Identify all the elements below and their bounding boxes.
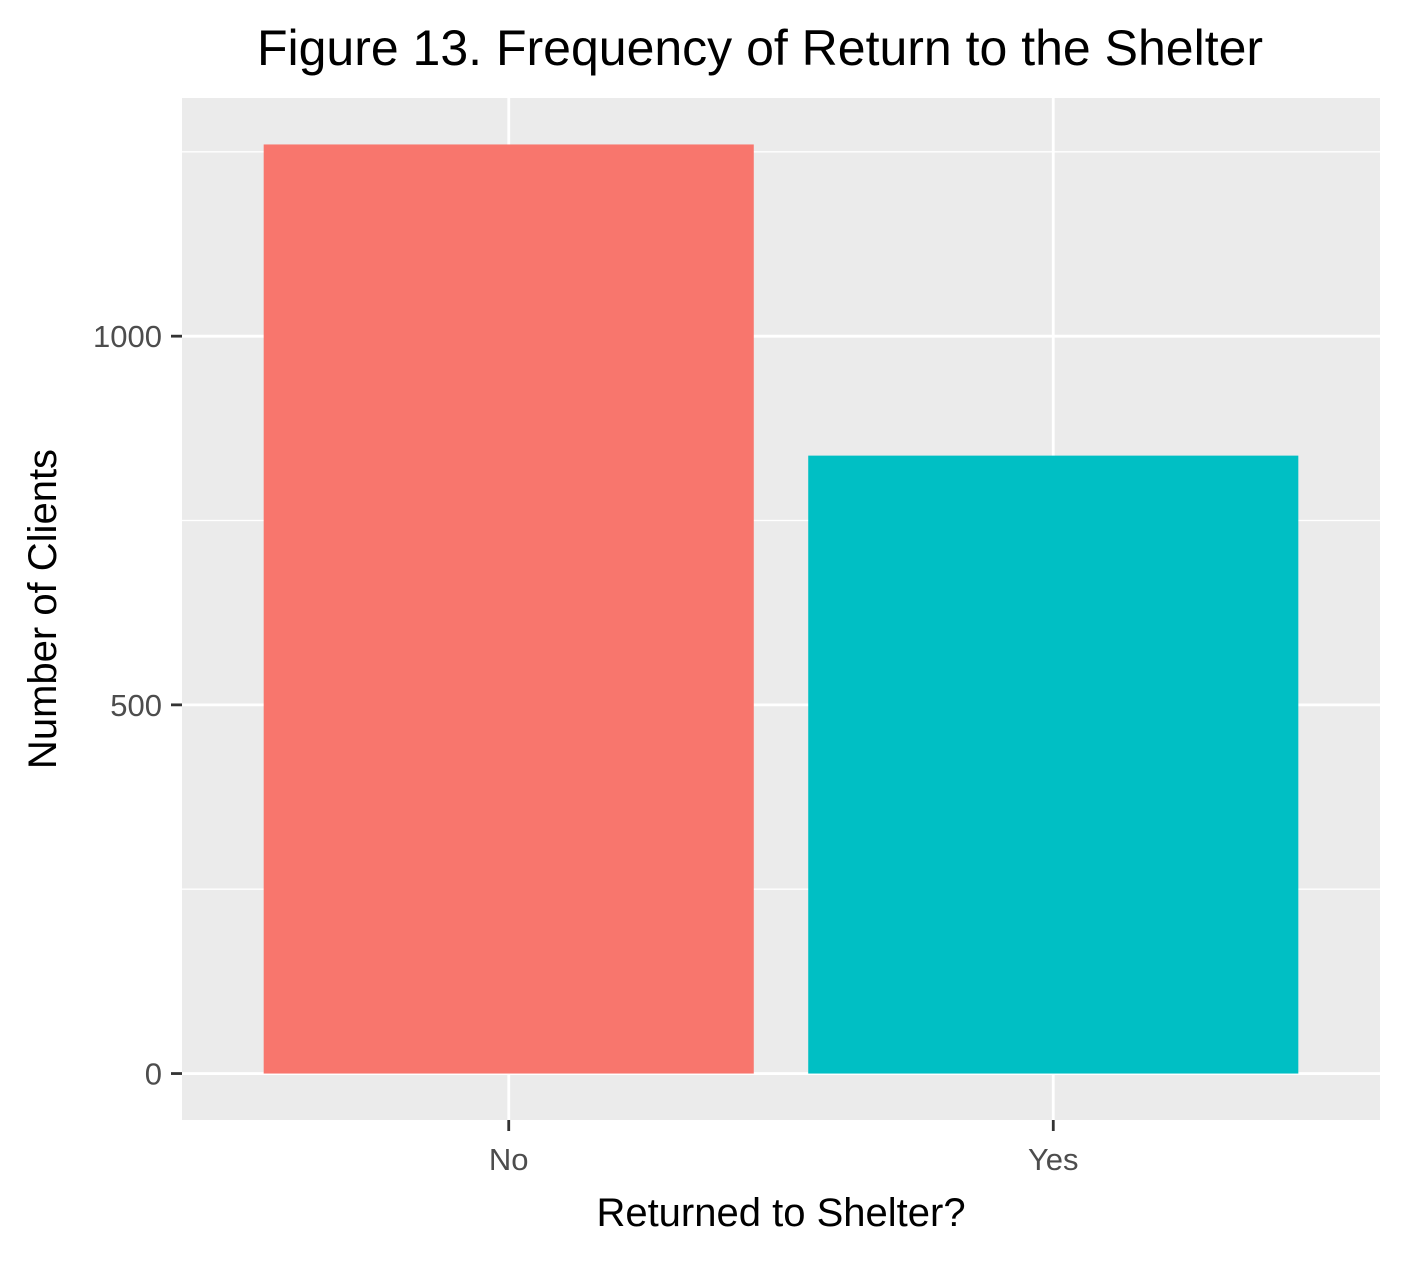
bars-group xyxy=(263,144,1299,1074)
y-tick-label: 500 xyxy=(110,688,162,723)
bar-yes xyxy=(808,455,1299,1074)
x-axis-title: Returned to Shelter? xyxy=(596,1191,965,1235)
y-tick-label: 0 xyxy=(145,1057,162,1092)
y-axis-title: Number of Clients xyxy=(21,449,65,769)
y-tick-label: 1000 xyxy=(93,319,162,354)
x-tick-label: Yes xyxy=(1028,1142,1079,1177)
chart-title: Figure 13. Frequency of Return to the Sh… xyxy=(257,20,1263,76)
bar-no xyxy=(263,144,754,1074)
x-tick-label: No xyxy=(489,1142,529,1177)
x-axis: No Yes xyxy=(489,1120,1079,1177)
y-axis: 0 500 1000 xyxy=(93,319,182,1092)
